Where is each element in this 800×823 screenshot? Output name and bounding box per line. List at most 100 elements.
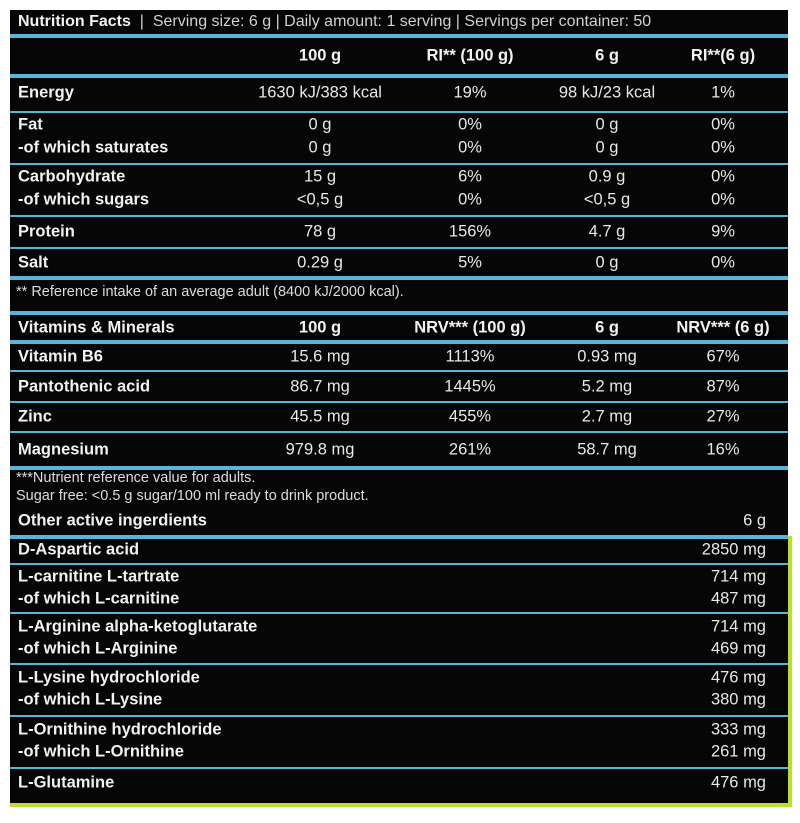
divider: [10, 74, 788, 78]
cell-value: 0 g: [595, 115, 619, 133]
ingredient-amount: 2850 mg: [701, 540, 766, 559]
cell-value: 1630 kJ/383 kcal: [258, 83, 382, 102]
nutrient-row: -of which saturates 0 g 0% 0 g 0%: [10, 136, 788, 159]
cell-value: 98 kJ/23 kcal: [558, 83, 656, 102]
cell-value: 0.9 g: [588, 167, 626, 185]
cell-value: 0%: [458, 138, 482, 156]
ingredient-name: -of which L-Arginine: [18, 639, 178, 658]
divider: [10, 767, 788, 769]
cell-value: 156%: [448, 222, 492, 240]
cell-value: NRV*** (6 g): [676, 318, 770, 336]
divider: [10, 663, 788, 665]
cell-value: 16%: [706, 440, 740, 458]
divider: [10, 34, 788, 38]
vitamin-row: Magnesium 979.8 mg 261% 58.7 mg 16%: [10, 433, 788, 466]
cell-value: 0%: [458, 190, 482, 208]
vitamin-row: Vitamin B6 15.6 mg 1113% 0.93 mg 67%: [10, 343, 788, 370]
row-label: Carbohydrate: [18, 167, 126, 185]
cell-value: 0%: [711, 190, 735, 208]
row-label: Vitamin B6: [18, 347, 103, 365]
ingredient-name: L-carnitine L-tartrate: [18, 567, 180, 586]
cell-value: 6 g: [595, 46, 619, 65]
divider: [10, 276, 788, 280]
ingredient-name: -of which L-carnitine: [18, 589, 180, 608]
cell-value: 979.8 mg: [285, 440, 355, 458]
nutrient-row: Energy 1630 kJ/383 kcal 19% 98 kJ/23 kcal 1%: [10, 76, 788, 110]
ingredient-amount: 261 mg: [710, 742, 766, 761]
cell-value: 455%: [448, 407, 492, 426]
row-label: -of which sugars: [18, 190, 150, 208]
cell-value: 1%: [711, 83, 735, 102]
ingredient-amount: 469 mg: [710, 639, 766, 658]
cell-value: RI** (100 g): [426, 46, 514, 65]
ingredient-amount: 476 mg: [710, 668, 766, 687]
row-label: Zinc: [18, 407, 52, 426]
cell-value: 0%: [458, 115, 482, 133]
divider: [10, 311, 788, 315]
cell-value: RI**(6 g): [690, 46, 756, 65]
ingredient-row: L-Ornithine hydrochloride 333 mg: [10, 719, 788, 741]
ingredient-name: -of which L-Ornithine: [18, 742, 184, 761]
cell-value: 67%: [706, 347, 740, 365]
divider: [10, 466, 788, 470]
divider: [10, 535, 788, 539]
ingredient-row: L-Glutamine 476 mg: [10, 771, 788, 795]
title-separator: |: [135, 13, 149, 30]
cell-value: 86.7 mg: [290, 377, 350, 396]
ingredient-row: -of which L-Arginine 469 mg: [10, 638, 788, 660]
nutrient-row: -of which sugars <0,5 g 0% <0,5 g 0%: [10, 188, 788, 211]
vitamin-row: Pantothenic acid 86.7 mg 1445% 5.2 mg 87%: [10, 372, 788, 402]
cell-value: 15.6 mg: [290, 347, 350, 365]
ingredient-amount: 333 mg: [710, 720, 766, 739]
vitamins-header-row: Vitamins & Minerals 100 g NRV*** (100 g) 6 …: [10, 314, 788, 341]
nrv-footnote: ***Nutrient reference value for adults.: [16, 470, 256, 486]
cell-value: NRV*** (100 g): [414, 318, 526, 336]
cell-value: 0 g: [595, 253, 619, 272]
cell-value: 0.93 mg: [577, 347, 637, 365]
ingredient-row: L-carnitine L-tartrate 714 mg: [10, 566, 788, 588]
cell-value: 58.7 mg: [577, 440, 637, 458]
divider: [10, 612, 788, 614]
divider: [10, 401, 788, 403]
cell-value: 78 g: [303, 222, 337, 240]
nutrition-title: Nutrition Facts | Serving size: 6 g | Da…: [18, 10, 651, 34]
nutrient-row: Fat 0 g 0% 0 g 0%: [10, 113, 788, 136]
ingredient-row: L-Lysine hydrochloride 476 mg: [10, 667, 788, 689]
divider: [10, 370, 788, 372]
divider: [10, 247, 788, 249]
row-label: Pantothenic acid: [18, 377, 151, 396]
cell-value: 0%: [711, 115, 735, 133]
cell-value: <0,5 g: [296, 190, 344, 208]
nutrient-row: Carbohydrate 15 g 6% 0.9 g 0%: [10, 165, 788, 188]
ingredient-row: -of which L-Lysine 380 mg: [10, 689, 788, 711]
cell-value: 4.7 g: [588, 222, 626, 240]
active-header-row: Other active ingerdients 6 g: [10, 508, 788, 534]
title-label: Nutrition Facts: [18, 13, 131, 30]
row-label: -of which saturates: [18, 138, 169, 156]
nutrient-row: Salt 0.29 g 5% 0 g 0%: [10, 249, 788, 277]
serving-info: Serving size: 6 g | Daily amount: 1 serv…: [152, 13, 652, 30]
ingredient-amount: 476 mg: [710, 773, 766, 792]
cell-value: 0.29 g: [297, 253, 343, 272]
ingredient-amount: 380 mg: [710, 690, 766, 709]
ingredient-name: L-Glutamine: [18, 773, 115, 792]
divider: [10, 563, 788, 565]
divider: [10, 215, 788, 217]
ingredient-name: -of which L-Lysine: [18, 690, 163, 709]
cell-value: 0%: [711, 167, 735, 185]
divider: [10, 111, 788, 113]
cell-value: 19%: [453, 83, 487, 102]
cell-value: 27%: [706, 407, 740, 426]
ingredient-amount: 714 mg: [710, 617, 766, 636]
ingredient-name: L-Lysine hydrochloride: [18, 668, 200, 687]
active-header-label: Other active ingerdients: [18, 511, 207, 530]
cell-value: <0,5 g: [583, 190, 631, 208]
cell-value: 5%: [458, 253, 482, 272]
cell-value: 1445%: [444, 377, 496, 396]
nutrition-facts-panel: Nutrition Facts | Serving size: 6 g | Da…: [10, 10, 788, 807]
ingredient-row: D-Aspartic acid 2850 mg: [10, 538, 788, 562]
ingredient-row: -of which L-Ornithine 261 mg: [10, 741, 788, 763]
row-label: Salt: [18, 253, 49, 272]
ingredient-name: D-Aspartic acid: [18, 540, 140, 559]
cell-value: 6%: [458, 167, 482, 185]
